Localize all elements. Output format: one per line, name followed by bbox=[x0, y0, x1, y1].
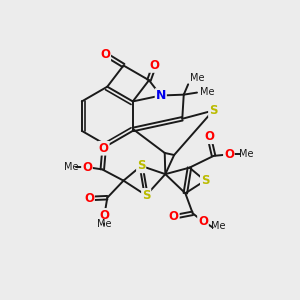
Text: O: O bbox=[99, 142, 109, 155]
Text: Me: Me bbox=[64, 162, 78, 172]
Text: S: S bbox=[209, 104, 218, 117]
Text: O: O bbox=[198, 215, 208, 228]
Text: O: O bbox=[224, 148, 234, 161]
Text: O: O bbox=[205, 130, 214, 143]
Text: O: O bbox=[84, 192, 94, 205]
Text: S: S bbox=[142, 189, 150, 202]
Text: O: O bbox=[100, 48, 110, 61]
Text: Me: Me bbox=[238, 149, 253, 159]
Text: S: S bbox=[201, 174, 209, 187]
Text: Me: Me bbox=[190, 74, 205, 83]
Text: O: O bbox=[99, 209, 110, 222]
Text: Me: Me bbox=[211, 221, 226, 231]
Text: O: O bbox=[169, 210, 179, 223]
Text: O: O bbox=[149, 59, 159, 72]
Text: S: S bbox=[137, 159, 146, 172]
Text: Me: Me bbox=[97, 219, 112, 229]
Text: Me: Me bbox=[200, 87, 214, 97]
Text: N: N bbox=[156, 89, 166, 102]
Text: O: O bbox=[82, 160, 92, 174]
